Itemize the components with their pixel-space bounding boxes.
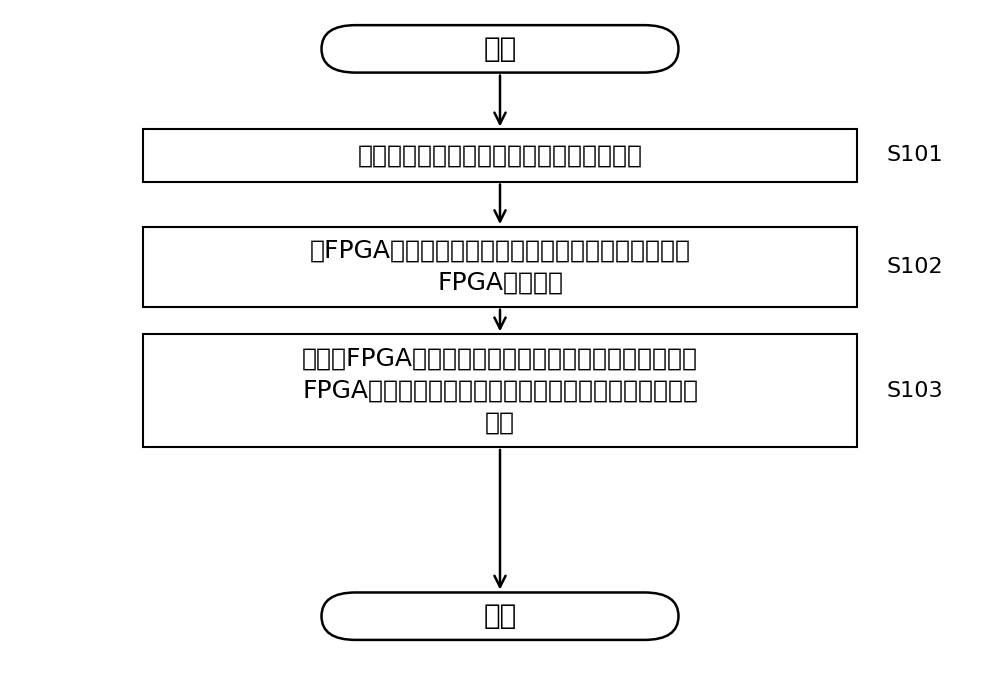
Text: 结束: 结束: [483, 602, 517, 630]
Text: 开始: 开始: [483, 35, 517, 63]
Text: 将数据处理任务划分为多个数据处理子任务: 将数据处理任务划分为多个数据处理子任务: [358, 143, 643, 168]
Text: 向目标FPGA加速板卡传输待计算数据，并利用每个目标
FPGA加速板卡执行对应的数据处理子任务得到数据处理
结果: 向目标FPGA加速板卡传输待计算数据，并利用每个目标 FPGA加速板卡执行对应的…: [302, 347, 698, 434]
FancyBboxPatch shape: [322, 25, 679, 72]
Bar: [143, 334, 857, 447]
Bar: [143, 129, 857, 182]
Text: S102: S102: [887, 257, 943, 277]
Text: 在FPGA加速端中确定每个数据处理子任务对应的目标
FPGA加速板卡: 在FPGA加速端中确定每个数据处理子任务对应的目标 FPGA加速板卡: [310, 239, 691, 294]
Bar: [143, 227, 857, 307]
Text: S103: S103: [887, 381, 943, 401]
FancyBboxPatch shape: [322, 592, 679, 640]
Text: S101: S101: [887, 145, 943, 166]
